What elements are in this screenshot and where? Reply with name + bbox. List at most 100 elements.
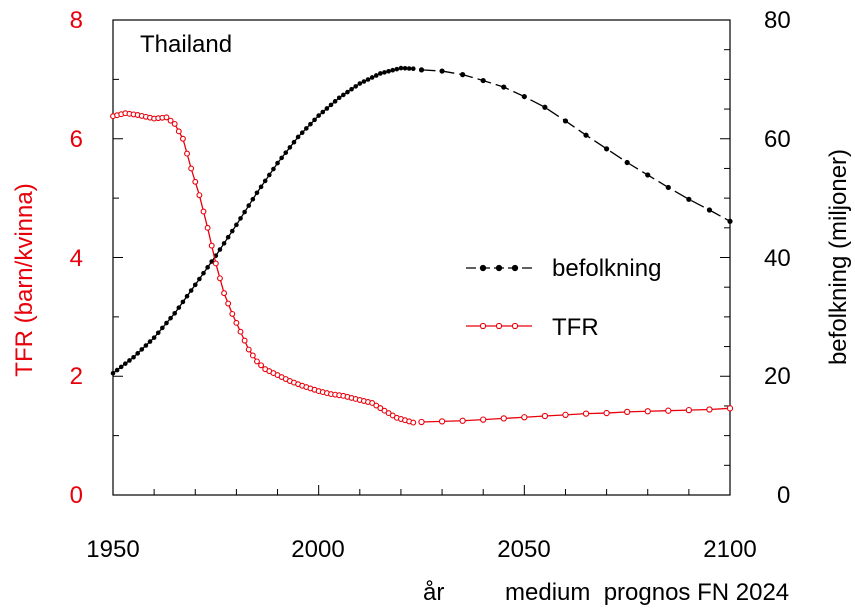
tfr-point — [373, 402, 380, 409]
befolkning-point — [201, 270, 206, 276]
tfr-projection-point — [685, 406, 693, 414]
befolkning-point — [369, 75, 375, 80]
befolkning-point — [188, 288, 194, 293]
befolkning-point — [271, 166, 276, 172]
befolkning-point — [308, 121, 313, 127]
befolkning-point — [406, 66, 412, 71]
befolkning-point — [225, 234, 231, 240]
befolkning-projection-point — [501, 84, 507, 90]
tfr-projection-point — [521, 414, 528, 421]
befolkning-point — [143, 343, 149, 348]
tfr-projection-point — [438, 418, 446, 425]
tfr-projection-point — [644, 408, 651, 415]
legend-label-tfr: TFR — [552, 314, 599, 341]
tfr-projection-point — [706, 406, 713, 413]
befolkning-point — [151, 335, 157, 340]
tfr-point — [208, 242, 215, 249]
befolkning-point — [357, 81, 363, 86]
befolkning-point — [172, 311, 177, 316]
befolkning-point — [373, 73, 379, 78]
befolkning-point — [386, 69, 391, 74]
legend-marker-befolkning — [479, 264, 487, 272]
x-tick-label-1: 2000 — [291, 536, 344, 563]
befolkning-point — [197, 276, 202, 282]
befolkning-projection-point — [460, 72, 466, 78]
befolkning-projection-point — [727, 218, 733, 224]
tfr-point — [175, 128, 182, 135]
y-left-tick-label-3: 6 — [70, 126, 83, 153]
befolkning-point — [410, 66, 416, 71]
befolkning-projection-point — [418, 67, 425, 73]
befolkning-point — [316, 113, 321, 118]
befolkning-point — [176, 305, 182, 310]
tfr-projection-point — [459, 417, 466, 424]
legend-marker-tfr — [495, 322, 503, 330]
befolkning-point — [312, 117, 317, 123]
befolkning-point — [250, 196, 256, 202]
befolkning-projection-point — [583, 132, 589, 138]
befolkning-point — [114, 367, 120, 373]
tfr-point — [237, 328, 244, 335]
tfr-projection-point — [624, 408, 631, 416]
befolkning-point — [295, 134, 301, 140]
tfr-point — [249, 352, 256, 359]
befolkning-point — [229, 228, 235, 234]
legend-label-befolkning: befolkning — [552, 255, 661, 282]
befolkning-point — [205, 265, 210, 270]
tfr-point — [369, 400, 376, 406]
axis-ticks — [112, 19, 731, 496]
tfr-point — [192, 178, 199, 185]
befolkning-point — [209, 259, 215, 264]
tfr-point — [196, 192, 203, 199]
tfr-projection-point — [541, 412, 549, 420]
y-right-tick-label-4: 80 — [764, 7, 791, 34]
tfr-projection-point — [562, 411, 569, 418]
y-right-axis-title: befolkning (miljoner) — [825, 149, 852, 365]
tfr-point — [171, 120, 178, 127]
befolkning-historical-line — [112, 67, 414, 374]
tfr-point — [188, 165, 195, 172]
tfr-point — [204, 224, 211, 231]
befolkning-point — [192, 282, 198, 288]
series-layer — [110, 65, 734, 426]
tfr-point — [221, 290, 228, 297]
befolkning-point — [160, 325, 165, 331]
tfr-point — [233, 319, 240, 326]
befolkning-projection-point — [604, 146, 610, 152]
befolkning-point — [127, 358, 132, 363]
x-tick-label-2: 2050 — [497, 536, 550, 563]
y-left-tick-label-1: 2 — [70, 363, 83, 390]
befolkning-point — [123, 361, 128, 366]
tfr-historical-line — [112, 112, 414, 424]
befolkning-point — [378, 71, 383, 76]
befolkning-point — [110, 370, 116, 376]
tfr-point — [377, 405, 384, 412]
befolkning-projection-point — [439, 68, 445, 74]
y-right-tick-label-1: 20 — [764, 363, 791, 390]
befolkning-projection-point — [706, 207, 713, 213]
befolkning-point — [155, 330, 161, 336]
befolkning-point — [168, 315, 173, 321]
befolkning-point — [299, 130, 305, 135]
tfr-point — [229, 310, 236, 317]
legend-marker-befolkning — [495, 264, 503, 272]
legend-marker-tfr — [479, 322, 487, 330]
tfr-projection-point — [418, 418, 425, 426]
tfr-point — [216, 275, 223, 282]
befolkning-point — [131, 354, 136, 360]
befolkning-point — [394, 66, 400, 72]
befolkning-point — [279, 155, 284, 161]
tfr-point — [254, 358, 260, 365]
tfr-point — [167, 117, 174, 124]
befolkning-point — [246, 203, 252, 208]
befolkning-point — [324, 106, 330, 111]
befolkning-projection-point — [542, 104, 548, 110]
tfr-projection-point — [603, 409, 610, 417]
befolkning-point — [320, 109, 326, 115]
y-left-tick-label-0: 0 — [70, 482, 83, 509]
befolkning-point — [234, 222, 239, 228]
befolkning-projection-point — [686, 196, 692, 202]
y-right-tick-label-0: 0 — [777, 482, 790, 509]
befolkning-point — [139, 347, 145, 352]
